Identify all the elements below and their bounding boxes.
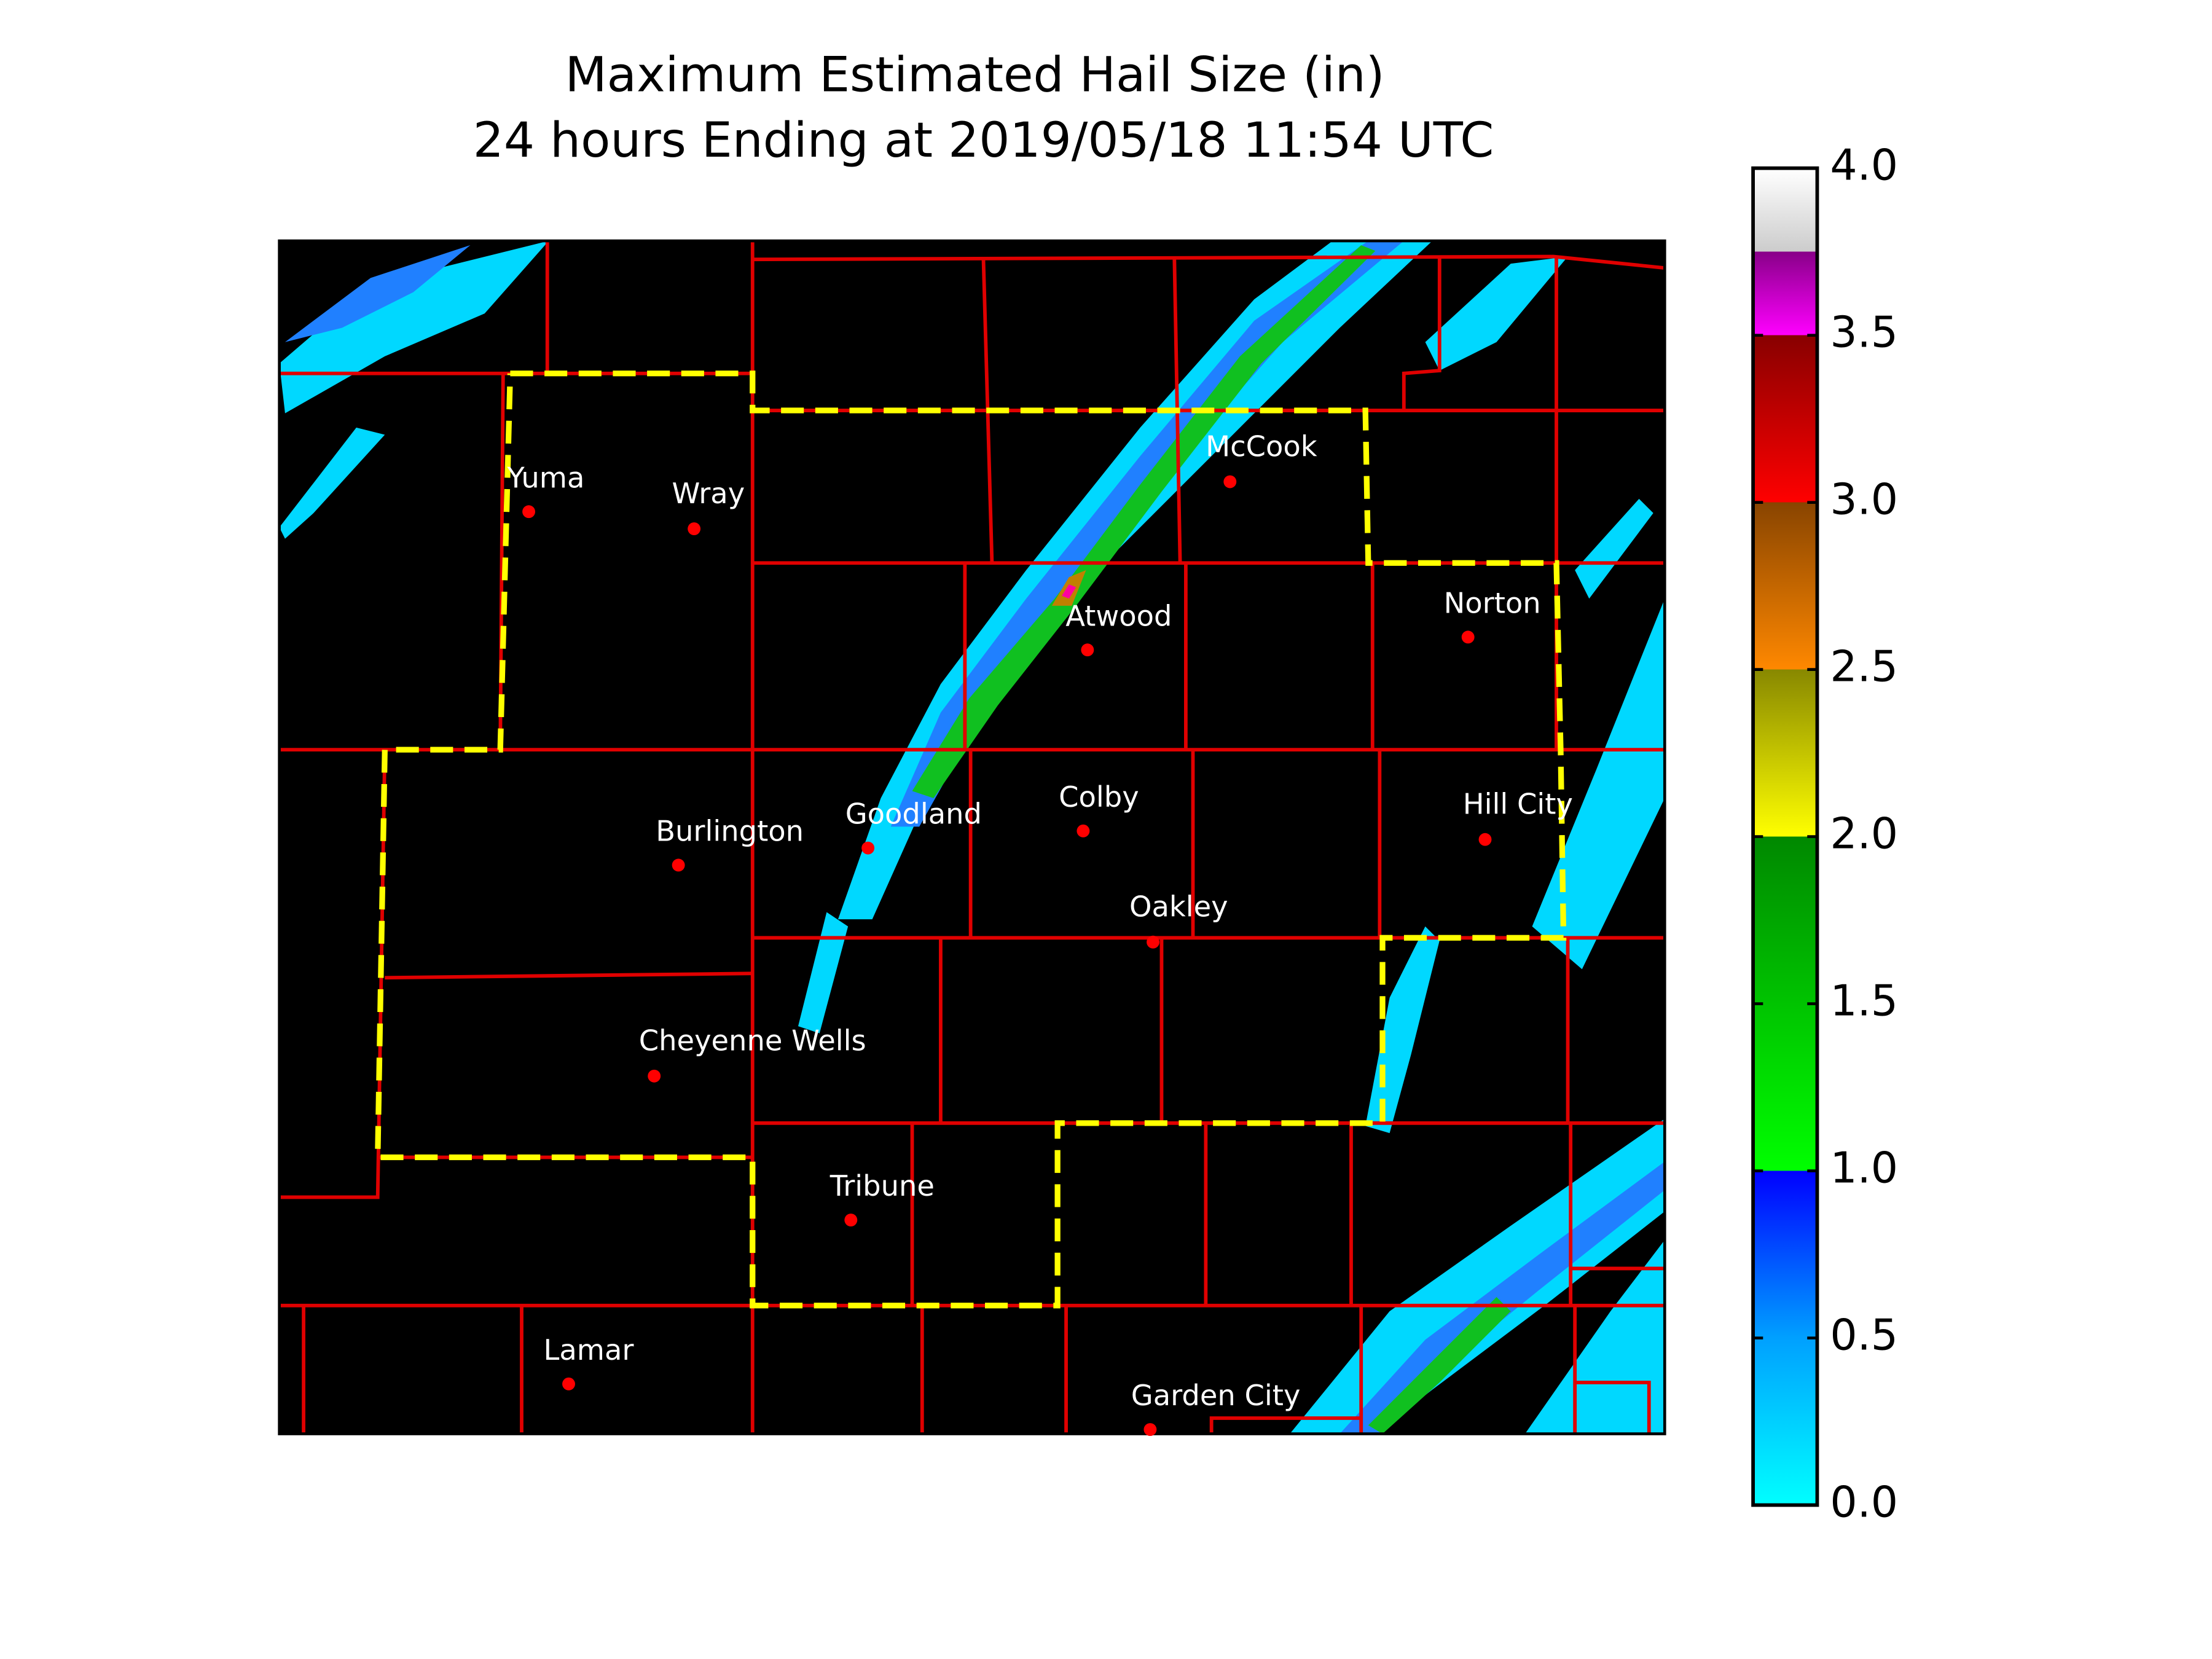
- city-dot: [1081, 643, 1094, 657]
- county-line: [752, 254, 1665, 270]
- county-line: [1209, 1416, 1362, 1434]
- swath-hot: [1062, 584, 1077, 599]
- city-dot: [844, 1214, 858, 1227]
- title-line-2: 24 hours Ending at 2019/05/18 11:54 UTC: [473, 112, 1494, 168]
- city-dot: [522, 505, 536, 519]
- county-line: [1575, 1381, 1651, 1434]
- colorbar-tick-label: 3.0: [1830, 475, 1898, 525]
- city-dot: [1223, 475, 1237, 488]
- city-label: Garden City: [1131, 1379, 1301, 1412]
- swath-green: [912, 245, 1376, 798]
- colorbar-tick-label: 1.5: [1830, 976, 1898, 1026]
- city-label: Yuma: [506, 461, 584, 494]
- colorbar-tick-label: 2.0: [1830, 809, 1898, 859]
- swath: [279, 427, 385, 539]
- city-label: Oakley: [1129, 890, 1228, 923]
- colorbar-tick-label: 3.5: [1830, 308, 1898, 358]
- colorbar-tick-label: 4.0: [1830, 141, 1898, 190]
- city-label: Burlington: [656, 815, 804, 848]
- swath: [837, 241, 1433, 920]
- city-dot: [1147, 935, 1159, 949]
- city-dot: [1077, 824, 1090, 837]
- swath: [1575, 498, 1653, 599]
- city-label: Lamar: [544, 1333, 635, 1367]
- city-layer: Yuma Wray McCook Atwood Norton Goodland Colby B…: [506, 429, 1573, 1436]
- city-dot: [1143, 1423, 1157, 1436]
- city-label: Goodland: [845, 798, 982, 831]
- colorbar-ticks: 0.0 0.5 1.0 1.5 2.0 2.5 3.0 3.5 4.0: [1753, 141, 1898, 1528]
- city-dot: [688, 522, 701, 536]
- radar-swaths: [279, 241, 1665, 1434]
- colorbar-tick-label: 2.5: [1830, 642, 1898, 692]
- swath: [1425, 256, 1568, 371]
- swath: [279, 241, 549, 414]
- colorbar-tick-label: 1.0: [1830, 1143, 1898, 1193]
- city-label: Colby: [1059, 780, 1139, 814]
- city-dot: [672, 858, 685, 872]
- county-line: [1402, 256, 1441, 411]
- cwa-boundary: [374, 371, 1567, 1309]
- city-label: Norton: [1444, 586, 1541, 619]
- city-label: Cheyenne Wells: [639, 1024, 866, 1057]
- county-line: [498, 373, 505, 750]
- colorbar-tick-label: 0.0: [1830, 1478, 1898, 1528]
- city-label: McCook: [1206, 429, 1317, 463]
- swath-core: [1339, 1161, 1665, 1434]
- city-dot: [1478, 833, 1492, 846]
- city-label: Wray: [672, 477, 745, 510]
- map-frame: [278, 239, 1666, 1435]
- swath-core: [284, 245, 471, 342]
- swath: [1524, 1240, 1665, 1434]
- city-label: Tribune: [830, 1169, 935, 1202]
- city-dot: [861, 841, 875, 855]
- city-label: Atwood: [1065, 599, 1172, 632]
- city-label: Hill City: [1463, 787, 1573, 820]
- title-line-1: Maximum Estimated Hail Size (in): [565, 46, 1385, 103]
- city-dot: [562, 1377, 575, 1390]
- colorbar-tick-label: 0.5: [1830, 1311, 1898, 1360]
- city-dot: [1461, 630, 1475, 644]
- swath-green: [1368, 1296, 1511, 1434]
- city-dot: [648, 1069, 661, 1083]
- swath: [798, 912, 849, 1033]
- county-line: [385, 971, 753, 980]
